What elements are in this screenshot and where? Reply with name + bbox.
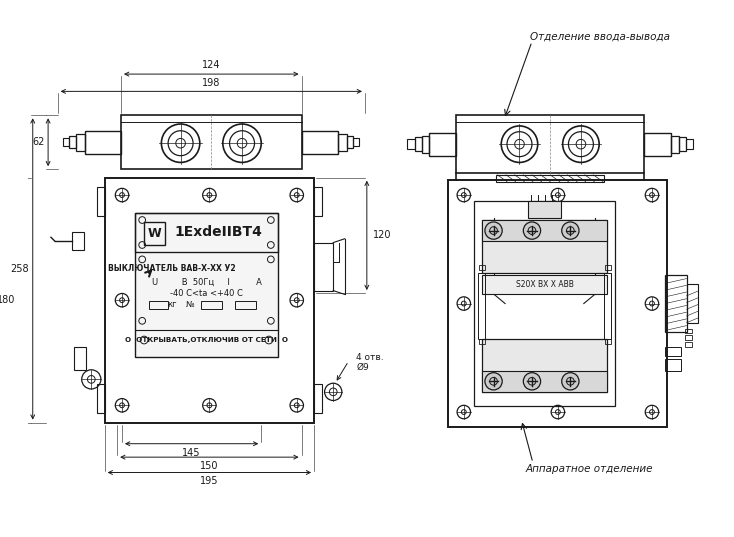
Bar bbox=[76, 134, 84, 151]
Circle shape bbox=[485, 373, 502, 390]
Bar bbox=[478, 273, 485, 339]
Bar bbox=[144, 222, 165, 245]
Text: 258: 258 bbox=[10, 264, 29, 274]
Text: 180: 180 bbox=[0, 295, 15, 305]
Bar bbox=[474, 201, 614, 407]
Text: 198: 198 bbox=[202, 77, 220, 88]
Bar bbox=[482, 275, 607, 294]
Bar bbox=[604, 273, 611, 339]
Bar bbox=[136, 213, 277, 357]
Bar bbox=[97, 384, 105, 413]
Bar bbox=[482, 220, 607, 241]
Bar bbox=[605, 339, 611, 344]
Bar bbox=[666, 275, 686, 332]
Bar bbox=[149, 301, 168, 309]
Text: U         В  50Гц     I          А: U В 50Гц I А bbox=[151, 278, 261, 287]
Text: ВЫКЛЮЧАТЕЛЬ ВАВ-Х-ХХ У2: ВЫКЛЮЧАТЕЛЬ ВАВ-Х-ХХ У2 bbox=[108, 265, 236, 273]
Text: О  ОТКРЫВАТЬ,ОТКЛЮЧИВ ОТ СЕТИ  О: О ОТКРЫВАТЬ,ОТКЛЮЧИВ ОТ СЕТИ О bbox=[125, 337, 288, 343]
Text: 4 отв.: 4 отв. bbox=[356, 353, 384, 362]
Bar bbox=[685, 335, 692, 340]
Circle shape bbox=[523, 222, 541, 239]
Text: Ø9: Ø9 bbox=[356, 362, 369, 372]
Text: -40 C<ta <+40 C: -40 C<ta <+40 C bbox=[170, 289, 243, 299]
Text: 120: 120 bbox=[373, 230, 391, 241]
Bar bbox=[314, 187, 321, 216]
Bar bbox=[685, 342, 692, 347]
Bar bbox=[314, 243, 333, 291]
Bar bbox=[496, 175, 604, 182]
Bar bbox=[686, 284, 698, 323]
Bar bbox=[479, 339, 485, 344]
Bar bbox=[346, 136, 353, 148]
Bar bbox=[666, 347, 680, 357]
Text: 62: 62 bbox=[32, 137, 44, 147]
Bar bbox=[448, 180, 667, 427]
Circle shape bbox=[562, 373, 579, 390]
Bar bbox=[679, 137, 686, 151]
Bar bbox=[686, 140, 693, 149]
Bar bbox=[314, 384, 321, 413]
Circle shape bbox=[562, 222, 579, 239]
Text: 124: 124 bbox=[202, 60, 220, 70]
Text: 145: 145 bbox=[182, 447, 201, 458]
Circle shape bbox=[485, 222, 502, 239]
Bar bbox=[302, 130, 338, 154]
Bar bbox=[482, 371, 607, 392]
Bar bbox=[136, 213, 277, 252]
Bar bbox=[200, 301, 222, 309]
Bar bbox=[456, 115, 644, 173]
Text: S20X BX X ABB: S20X BX X ABB bbox=[515, 280, 573, 289]
Text: W: W bbox=[148, 227, 161, 240]
Bar bbox=[407, 140, 415, 149]
Bar bbox=[429, 133, 456, 156]
Bar bbox=[84, 130, 121, 154]
Text: №: № bbox=[186, 300, 195, 309]
Text: 150: 150 bbox=[200, 461, 219, 471]
Bar bbox=[97, 187, 105, 216]
Bar bbox=[72, 233, 84, 250]
Bar bbox=[353, 139, 359, 146]
Bar bbox=[479, 265, 485, 270]
Text: Аппаратное отделение: Аппаратное отделение bbox=[526, 463, 653, 474]
Bar bbox=[671, 135, 679, 153]
Bar bbox=[338, 134, 346, 151]
Text: Отделение ввода-вывода: Отделение ввода-вывода bbox=[530, 32, 670, 42]
Bar bbox=[482, 339, 607, 392]
Bar bbox=[605, 265, 611, 270]
Circle shape bbox=[523, 373, 541, 390]
Text: 195: 195 bbox=[200, 476, 219, 487]
Bar bbox=[415, 137, 421, 151]
Bar bbox=[482, 220, 607, 273]
Bar bbox=[69, 136, 76, 148]
Bar bbox=[121, 115, 302, 169]
Bar bbox=[236, 301, 256, 309]
Bar bbox=[685, 329, 692, 333]
Bar bbox=[666, 359, 680, 371]
Bar bbox=[421, 135, 429, 153]
Text: 1ExdeIIBT4: 1ExdeIIBT4 bbox=[174, 226, 262, 240]
Bar bbox=[63, 139, 69, 146]
Bar bbox=[74, 347, 86, 370]
Bar bbox=[105, 178, 314, 423]
Text: кг: кг bbox=[167, 300, 177, 309]
Bar bbox=[528, 201, 562, 218]
Bar bbox=[644, 133, 671, 156]
